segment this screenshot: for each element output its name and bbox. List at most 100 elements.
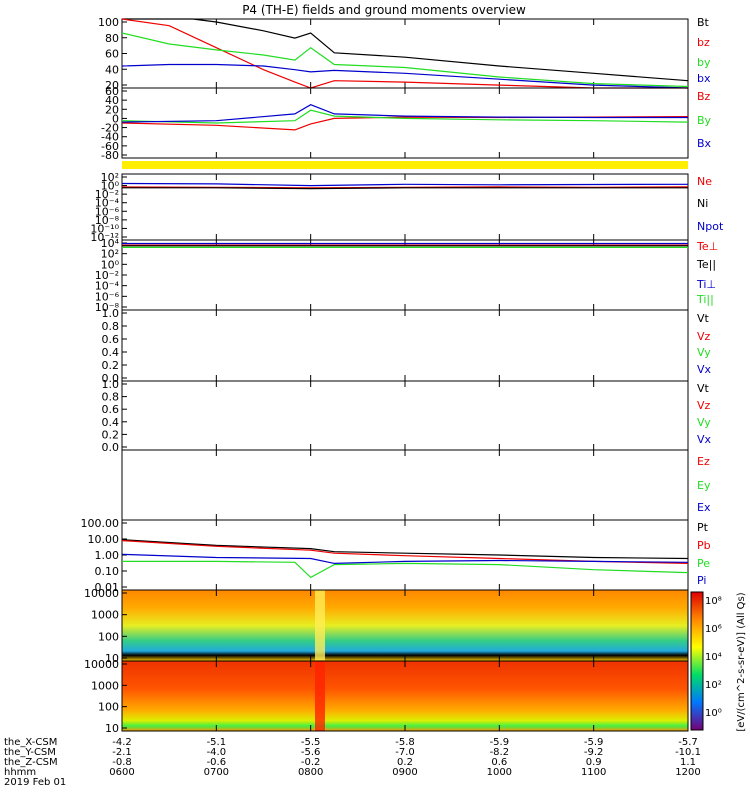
colorbar-tick: 10²: [705, 680, 722, 691]
axis-value: 1100: [581, 767, 606, 778]
axis-value: -0.8: [112, 757, 132, 768]
y-tick-label: 10000: [84, 658, 119, 671]
y-tick-label: 100: [98, 701, 119, 714]
axis-value: 0.6: [491, 757, 507, 768]
y-tick-label: 10⁻⁴: [95, 197, 120, 210]
series-pressure-Pt: [121, 539, 689, 560]
y-tick-label: 40: [105, 94, 119, 107]
y-tick-label: 0.10: [95, 565, 120, 578]
colorbar: [690, 591, 704, 731]
y-tick-label: 10⁻⁶: [95, 290, 120, 303]
axis-value: 0600: [109, 767, 134, 778]
y-tick-label: 80: [105, 32, 119, 45]
legend-fgs-gse-2: by: [697, 56, 711, 69]
axis-value: -5.7: [678, 737, 698, 748]
quality-bar: [122, 161, 688, 169]
panel-peir-en-eflux: 10000100010010thepeirenefluxeV(cm^2-s-sr…: [84, 587, 689, 665]
y-tick-label: 60: [105, 85, 119, 98]
y-tick-label: 10⁻²: [95, 269, 119, 282]
y-tick-label: 10²: [101, 248, 119, 261]
y-tick-label: 0.6: [102, 333, 120, 346]
panel-temperature: 10⁴10²10⁰10⁻²10⁻⁴10⁻⁶10⁻⁸moqt3[eV]Te⊥Te|…: [95, 237, 718, 314]
y-tick-label: 0.8: [102, 320, 120, 333]
y-tick-label: 0.2: [102, 428, 120, 441]
peer-en-eflux-spectrogram: [122, 661, 688, 731]
axis-value: 0800: [298, 767, 323, 778]
legend-peir-velocity-0: Vt: [697, 312, 710, 325]
axis-value: -10.1: [675, 747, 701, 758]
panel-pressure: 100.0010.001.000.100.01Pressure[nPa]PtPb…: [81, 517, 711, 594]
y-tick-label: 10.00: [88, 533, 120, 546]
panel-peir-velocity: 1.00.80.60.40.20.0thepeirvelocitygsm[km/…: [102, 307, 712, 385]
axis-value: -5.8: [395, 737, 415, 748]
efield-frame: [121, 449, 689, 521]
axis-value: -5.6: [301, 747, 321, 758]
legend-peer-velocity-1: Vz: [697, 399, 711, 412]
series-pressure-Pe: [122, 560, 689, 579]
y-tick-label: 100: [98, 630, 119, 643]
y-tick-label: 10⁰: [101, 180, 120, 193]
legend-peir-velocity-2: Vy: [697, 346, 711, 359]
temperature-frame: [121, 239, 689, 311]
y-tick-label: 60: [105, 48, 119, 61]
axis-value: -5.1: [207, 737, 227, 748]
axis-value: 0.9: [586, 757, 602, 768]
series-fgs-gse-Bt: [122, 18, 689, 82]
y-tick-label: 1.0: [102, 307, 120, 320]
y-tick-label: 10⁻⁸: [95, 214, 120, 227]
legend-peer-velocity-0: Vt: [697, 382, 710, 395]
y-tick-label: -40: [101, 131, 119, 144]
axis-value: -4.0: [207, 747, 227, 758]
legend-peir-velocity-1: Vz: [697, 330, 711, 343]
y-tick-label: 10⁴: [101, 237, 120, 250]
series-fgs-gse-bz: [121, 18, 688, 89]
legend-pressure-2: Pe: [697, 557, 710, 570]
peir-velocity-frame: [121, 309, 689, 382]
y-tick-label: 10²: [101, 171, 119, 184]
legend-peir-velocity-3: Vx: [697, 363, 712, 376]
y-tick-label: 10⁻⁶: [95, 205, 120, 218]
pressure-frame: [121, 519, 689, 591]
y-tick-label: 0: [112, 112, 119, 125]
y-tick-label: 100.00: [81, 517, 120, 530]
axis-value: 0700: [204, 767, 229, 778]
legend-fgs-gsm-2: Bx: [697, 137, 712, 150]
axis-value: -9.2: [584, 747, 604, 758]
legend-pressure-0: Pt: [697, 521, 709, 534]
y-tick-label: 0.01: [95, 581, 120, 594]
legend-fgs-gse-3: bx: [697, 72, 711, 85]
y-tick-label: 10000: [84, 587, 119, 600]
colorbar-tick: 10⁸: [705, 596, 722, 607]
y-tick-label: 10⁻⁴: [95, 280, 120, 293]
legend-peer-velocity-3: Vx: [697, 433, 712, 446]
legend-temperature-2: Ti⊥: [696, 278, 716, 291]
y-tick-label: 40: [105, 63, 119, 76]
y-tick-label: 1000: [91, 679, 119, 692]
peir-en-eflux-event-band: [315, 590, 325, 661]
axis-value: 1.1: [680, 757, 696, 768]
y-tick-label: 10: [105, 722, 119, 735]
y-tick-label: 0.2: [102, 359, 120, 372]
y-tick-label: 10⁻¹²: [90, 231, 119, 244]
axis-value: 0900: [392, 767, 417, 778]
panel-density: 10²10⁰10⁻²10⁻⁴10⁻⁶10⁻⁸10⁻¹⁰10⁻¹²Density[…: [90, 171, 724, 244]
axis-value: -0.6: [207, 757, 227, 768]
panel-peer-en-eflux: 10000100010010thepeerenefluxeV(cm^2-s-sr…: [84, 658, 689, 735]
panel-peer-velocity: 1.00.80.60.40.20.0thepeervelocitygsm[km/…: [102, 378, 712, 454]
axis-row-label: the_Y-CSM: [4, 747, 56, 758]
series-fgs-gse-by: [121, 32, 689, 88]
axis-value: -8.2: [490, 747, 510, 758]
y-tick-label: 0.4: [102, 346, 120, 359]
y-tick-label: 0.8: [102, 391, 120, 404]
axis-row-label: the_Z-CSM: [4, 757, 58, 768]
axis-row-label: 2019 Feb 01: [4, 777, 66, 788]
legend-density-1: Ni: [697, 197, 708, 210]
fgs-gse-frame: [121, 18, 689, 89]
y-tick-label: 20: [105, 103, 119, 116]
axis-value: -4.2: [112, 737, 132, 748]
axis-value: 1200: [675, 767, 700, 778]
